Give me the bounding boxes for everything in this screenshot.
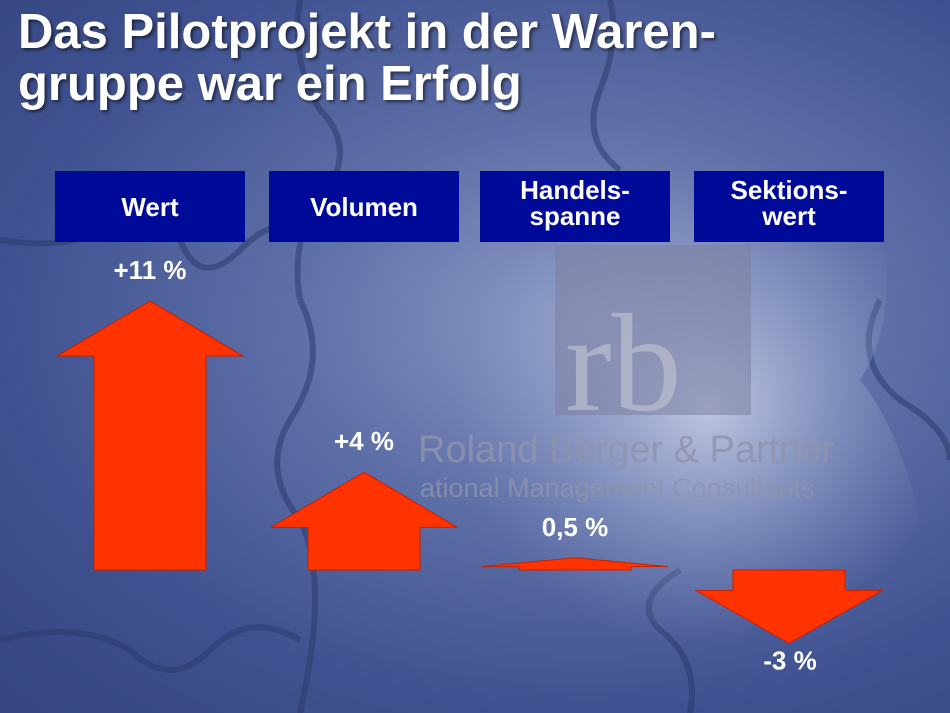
value-label-2: +4 % — [334, 426, 394, 456]
category-header-2: Volumen — [269, 171, 459, 242]
category-header-1-line-1: Wert — [121, 191, 179, 222]
watermark-logo-block — [555, 245, 751, 415]
title-line-1: Das Pilotprojekt in der Waren- — [18, 5, 716, 59]
value-arrow-3 — [481, 557, 669, 571]
category-header-3: Handels- spanne — [480, 171, 670, 242]
category-header-4-line-1: Sektions- — [730, 174, 848, 205]
value-label-3: 0,5 % — [542, 512, 609, 542]
category-header-4-line-2: wert — [762, 200, 816, 231]
category-header-3-line-2: spanne — [529, 200, 621, 231]
category-header-2-line-1: Volumen — [310, 191, 418, 222]
value-arrow-2 — [269, 471, 459, 571]
value-arrow-1 — [55, 300, 245, 571]
title-line-2: gruppe war ein Erfolg — [18, 57, 522, 111]
watermark-tagline: ational Management Consultants — [420, 473, 815, 503]
watermark-monogram: rb — [565, 286, 682, 441]
value-label-1: +11 % — [113, 255, 186, 285]
category-header-3-line-1: Handels- — [520, 174, 630, 205]
category-header-1: Wert — [55, 171, 245, 242]
slide-title: Das Pilotprojekt in der Waren- gruppe wa… — [18, 6, 918, 110]
value-label-4: -3 % — [763, 645, 816, 675]
value-arrow-4 — [694, 569, 884, 644]
category-header-4: Sektions- wert — [694, 171, 884, 242]
watermark-company: Roland Berger & Partner — [418, 429, 834, 471]
